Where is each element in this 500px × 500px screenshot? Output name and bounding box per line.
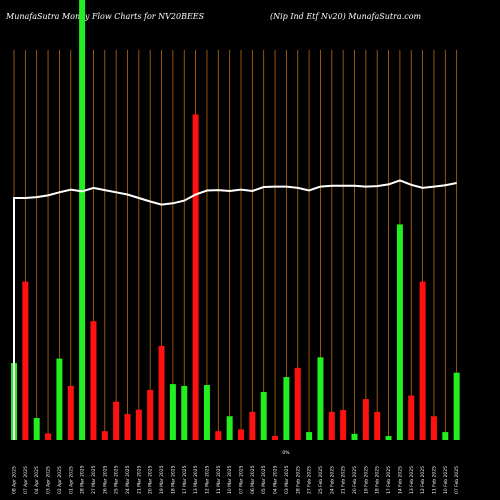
x-tick-label: 28 Feb 2025 — [295, 466, 301, 494]
bar-up — [396, 224, 403, 440]
bar-up — [453, 372, 460, 440]
bar-down — [430, 416, 437, 440]
bar-down — [67, 385, 74, 440]
bar-down — [90, 321, 97, 440]
x-tick-label: 04 Apr 2025 — [34, 466, 40, 494]
bar-up — [33, 418, 40, 440]
x-tick-label: 18 Mar 2025 — [170, 465, 176, 494]
bar-down — [328, 411, 335, 440]
x-tick-label: 03 Mar 2025 — [284, 465, 290, 494]
x-tick-label: 28 Mar 2025 — [80, 465, 86, 494]
bar-down — [158, 345, 165, 440]
x-tick-label: 20 Mar 2025 — [148, 465, 154, 494]
bar-down — [419, 281, 426, 440]
bar-up — [442, 432, 449, 440]
x-tick-label: 19 Feb 2025 — [363, 466, 369, 494]
chart-subtitle: (Nip Ind Etf Nv20) MunafaSutra.com — [270, 12, 422, 21]
bar-down — [249, 411, 256, 440]
bar-down — [101, 431, 108, 440]
x-tick-label: 24 Mar 2025 — [125, 465, 131, 494]
baseline-marker: 0% — [282, 450, 290, 456]
bar-down — [340, 410, 347, 440]
chart-title: MunafaSutra Money Flow Charts for NV20BE… — [6, 12, 205, 21]
x-tick-label: 25 Mar 2025 — [114, 465, 120, 494]
x-tick-label: 25 Feb 2025 — [318, 466, 324, 494]
bar-up — [203, 385, 210, 440]
bar-down — [408, 395, 415, 440]
x-tick-label: 21 Feb 2025 — [341, 466, 347, 494]
bar-down — [362, 399, 369, 440]
bar-up — [306, 432, 313, 440]
x-tick-label: 19 Mar 2025 — [159, 465, 165, 494]
grid-lines — [13, 50, 458, 440]
bar-up — [181, 385, 188, 440]
bar-down — [135, 409, 142, 440]
x-tick-label: 11 Mar 2025 — [216, 465, 222, 494]
bar-up — [283, 377, 290, 440]
bar-up — [56, 358, 63, 440]
bar-down — [215, 431, 222, 440]
x-tick-label: 11 Feb 2025 — [431, 466, 437, 494]
x-tick-label: 26 Mar 2025 — [102, 465, 108, 494]
bar-down — [147, 389, 154, 440]
bar-up — [226, 416, 233, 440]
x-tick-label: 02 Apr 2025 — [57, 466, 63, 494]
bar-down — [22, 281, 29, 440]
bar-down — [272, 436, 279, 440]
x-tick-label: 20 Feb 2025 — [352, 466, 358, 494]
x-tick-label: 03 Apr 2025 — [46, 466, 52, 494]
x-tick-label: 04 Mar 2025 — [273, 465, 279, 494]
x-tick-label: 06 Mar 2025 — [250, 465, 256, 494]
x-tick-label: 08 Apr 2025 — [12, 466, 18, 494]
bar-up — [351, 433, 358, 440]
bar-down — [192, 114, 199, 441]
x-tick-label: 05 Mar 2025 — [261, 465, 267, 494]
x-tick-label: 21 Mar 2025 — [136, 465, 142, 494]
x-tick-label: 07 Feb 2025 — [454, 466, 460, 494]
bar-up — [260, 392, 267, 440]
x-tick-label: 14 Feb 2025 — [397, 466, 403, 494]
x-tick-label: 18 Feb 2025 — [375, 466, 381, 494]
x-tick-label: 27 Mar 2025 — [91, 465, 97, 494]
bar-down — [124, 414, 131, 440]
x-tick-label: 07 Apr 2025 — [23, 466, 29, 494]
bar-up — [169, 384, 176, 440]
x-tick-label: 12 Feb 2025 — [420, 466, 426, 494]
bars — [11, 0, 460, 441]
x-tick-label: 13 Mar 2025 — [193, 465, 199, 494]
bar-down — [238, 429, 244, 440]
bar-up — [385, 436, 392, 440]
bar-up — [79, 0, 86, 440]
bar-up — [317, 357, 324, 440]
x-tick-label: 17 Feb 2025 — [386, 466, 392, 494]
bar-down — [113, 401, 120, 440]
x-tick-label: 10 Feb 2025 — [443, 466, 449, 494]
x-tick-label: 17 Mar 2025 — [182, 465, 188, 494]
price-line — [13, 179, 457, 440]
x-tick-label: 24 Feb 2025 — [329, 466, 335, 494]
x-tick-labels: 08 Apr 2025 07 Apr 2025 04 Apr 2025 03 Apr … — [12, 465, 461, 494]
x-tick-label: 10 Mar 2025 — [227, 465, 233, 494]
bar-down — [45, 433, 52, 440]
x-tick-label: 13 Feb 2025 — [409, 466, 415, 494]
x-tick-label: 01 Apr 2025 — [68, 466, 74, 494]
x-tick-label: 07 Mar 2025 — [239, 465, 245, 494]
x-tick-label: 27 Feb 2025 — [307, 466, 313, 494]
x-tick-label: 12 Mar 2025 — [204, 465, 210, 494]
bar-down — [294, 367, 301, 440]
bar-down — [374, 411, 381, 440]
